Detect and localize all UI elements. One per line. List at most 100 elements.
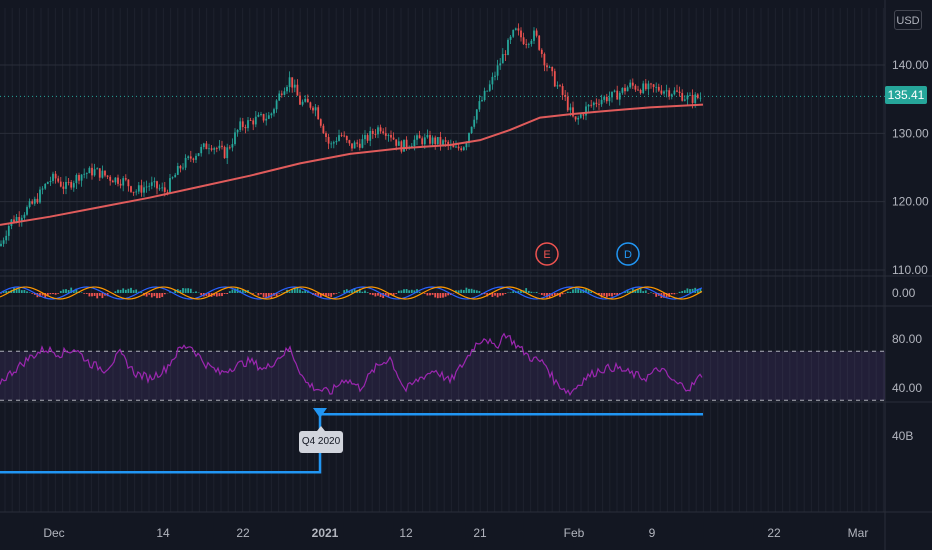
candle-body — [62, 186, 65, 189]
event-marker-d — [616, 242, 640, 266]
candle-body — [673, 90, 676, 95]
macd-bar — [579, 290, 582, 293]
candle-body — [462, 147, 465, 151]
macd-bar — [23, 290, 26, 293]
macd-tick-label: 0.00 — [892, 286, 916, 300]
macd-bar — [637, 288, 639, 293]
macd-bar — [561, 293, 564, 295]
candle-body — [444, 140, 447, 142]
candle-body — [70, 182, 73, 188]
macd-bar — [44, 293, 47, 299]
macd-bar — [447, 293, 450, 296]
macd-bar — [366, 292, 369, 293]
macd-bar — [140, 291, 143, 293]
candle-body — [499, 63, 502, 66]
candle-body — [210, 148, 213, 150]
macd-bar — [644, 290, 647, 293]
candle-body — [88, 167, 91, 174]
macd-bar — [345, 289, 348, 293]
candle-body — [353, 142, 356, 149]
macd-bar — [559, 293, 561, 297]
time-tick-label: 14 — [156, 526, 170, 540]
macd-bar — [603, 293, 606, 296]
candle-body — [265, 118, 268, 121]
moving-average-line — [0, 103, 704, 226]
candle-body — [148, 185, 151, 187]
candle-body — [104, 170, 106, 176]
macd-bar — [83, 293, 86, 294]
candle-body — [642, 83, 645, 94]
macd-bar — [475, 290, 478, 293]
candle-body — [348, 140, 351, 144]
macd-bar — [80, 292, 83, 293]
macd-bar — [527, 290, 530, 293]
candle-body — [111, 180, 114, 183]
candle-body — [260, 114, 262, 115]
macd-bar — [231, 289, 234, 293]
macd-bar — [260, 293, 262, 295]
macd-bar — [577, 289, 580, 293]
candle-body — [634, 85, 637, 90]
macd-bar — [699, 288, 702, 293]
candle-body — [46, 182, 49, 184]
macd-bar — [416, 289, 418, 293]
candle-body — [171, 177, 174, 179]
candle-body — [608, 97, 611, 102]
candle-body — [652, 84, 655, 88]
macd-bar — [384, 293, 387, 296]
candle-body — [483, 90, 486, 101]
macd-bar — [397, 290, 400, 293]
candle-body — [158, 188, 161, 190]
macd-bar — [338, 292, 340, 293]
candle-body — [574, 116, 577, 120]
candle-body — [387, 134, 390, 136]
candle-body — [322, 125, 325, 134]
candle-body — [291, 77, 294, 88]
macd-bar — [673, 293, 676, 295]
macd-bar — [553, 293, 556, 296]
macd-bar — [0, 293, 2, 294]
candle-body — [330, 143, 333, 145]
macd-bar — [517, 290, 520, 293]
candle-body — [603, 96, 606, 100]
candle-body — [392, 137, 395, 140]
macd-bar — [418, 291, 421, 293]
macd-bar — [478, 291, 481, 293]
macd-bar — [605, 293, 608, 298]
candle-body — [356, 142, 359, 144]
macd-bar — [130, 287, 132, 293]
candle-body — [78, 175, 80, 181]
candle-body — [335, 140, 338, 143]
currency-button[interactable]: USD — [894, 10, 922, 30]
candle-body — [595, 102, 598, 104]
macd-bar — [296, 287, 299, 293]
candle-body — [234, 132, 236, 145]
macd-bar — [96, 293, 99, 299]
quarter-label[interactable]: Q4 2020 — [299, 426, 343, 453]
time-tick-label: 22 — [767, 526, 781, 540]
candle-body — [169, 178, 171, 193]
candle-body — [494, 75, 496, 77]
rsi-line — [0, 332, 703, 397]
macd-bar — [572, 289, 574, 293]
candle-body — [681, 93, 684, 101]
candle-body — [543, 53, 546, 66]
macd-bar — [267, 293, 270, 298]
candle-body — [478, 101, 481, 110]
candle-body — [52, 173, 54, 181]
macd-bar — [189, 288, 192, 293]
candle-body — [686, 95, 689, 100]
candle-body — [247, 120, 249, 129]
macd-bar — [611, 293, 613, 297]
macd-bar — [169, 292, 171, 293]
candle-body — [218, 145, 221, 149]
candle-body — [442, 140, 444, 145]
candle-body — [20, 217, 23, 221]
candle-body — [150, 182, 153, 186]
candle-body — [637, 89, 639, 91]
candle-body — [189, 156, 192, 159]
macd-bar — [262, 293, 265, 298]
candle-body — [486, 90, 489, 92]
candle-body — [119, 183, 122, 186]
